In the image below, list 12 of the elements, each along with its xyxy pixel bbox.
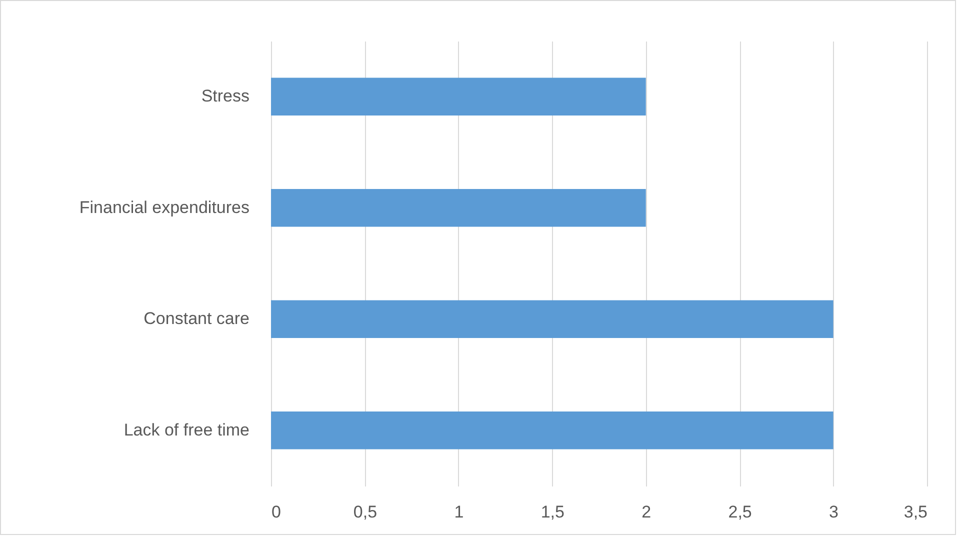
x-tick-label: 1,5 [540, 502, 564, 522]
x-tick-label: 1 [454, 502, 464, 522]
y-tick-label: Constant care [144, 309, 250, 328]
x-tick-label: 2 [642, 502, 652, 522]
y-tick-label: Stress [201, 86, 250, 106]
x-tick-label: 3,5 [904, 502, 928, 522]
x-tick-label: 3 [829, 502, 839, 522]
y-tick-label: Lack of free time [124, 420, 250, 440]
x-tick-label: 0 [272, 502, 281, 522]
x-tick-label: 0,5 [353, 502, 378, 522]
y-tick-label: Financial expenditures [79, 198, 250, 217]
x-tick-label: 2,5 [728, 502, 752, 522]
